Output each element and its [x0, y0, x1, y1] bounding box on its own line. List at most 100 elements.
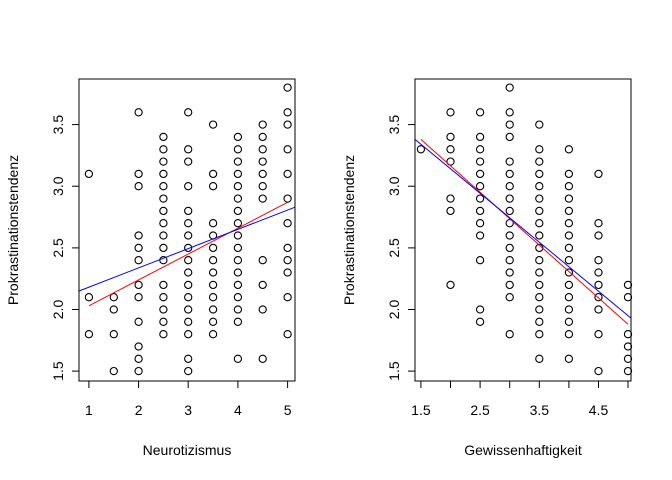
data-point — [283, 330, 292, 339]
data-point — [258, 305, 267, 314]
x-tick-label: 5 — [284, 402, 292, 418]
data-point — [535, 145, 544, 154]
data-point — [159, 317, 168, 326]
data-point — [233, 157, 243, 166]
data-point — [233, 219, 243, 228]
data-point — [564, 317, 574, 326]
data-point — [564, 231, 574, 240]
data-point — [535, 206, 544, 216]
data-point — [159, 169, 168, 179]
y-tick-label: 3.5 — [386, 115, 402, 135]
data-point — [535, 169, 544, 179]
data-point — [623, 354, 633, 363]
data-point — [594, 366, 603, 376]
data-point — [258, 256, 267, 265]
data-point — [594, 169, 603, 179]
data-point — [594, 231, 603, 240]
x-tick-label: 4.5 — [589, 402, 609, 418]
data-point — [208, 280, 218, 290]
data-point — [134, 182, 143, 191]
y-tick-label: 2.0 — [386, 300, 402, 320]
data-point — [159, 145, 168, 154]
regression-line — [420, 139, 629, 325]
data-point — [475, 157, 485, 166]
data-point — [535, 354, 544, 363]
data-point — [109, 330, 118, 339]
x-tick-label: 3 — [184, 402, 192, 418]
data-point — [184, 206, 193, 216]
data-point — [184, 268, 193, 277]
data-point — [564, 169, 574, 179]
data-point — [258, 157, 267, 166]
data-point — [446, 145, 455, 154]
y-tick-label: 2.5 — [386, 238, 402, 258]
data-point — [208, 243, 218, 253]
plot-panel-neurotizismus: 1 2 3 4 5 1.5 2.0 2.5 3.0 3.5 Neurotizismus Prok… — [5, 78, 296, 458]
data-point — [564, 182, 574, 191]
data-point — [475, 108, 485, 117]
data-point — [159, 132, 168, 142]
data-point — [184, 293, 193, 302]
x-axis-gewissenhaftigkeit: 1.5 2.5 3.5 4.5 — [411, 381, 629, 418]
data-point — [233, 268, 243, 277]
data-point — [233, 256, 243, 265]
data-point — [258, 120, 267, 129]
data-point — [109, 305, 118, 314]
data-point — [505, 120, 514, 129]
data-point — [505, 219, 514, 228]
data-point — [283, 83, 292, 92]
data-point — [446, 194, 455, 203]
data-point — [134, 366, 143, 376]
data-point — [475, 194, 485, 203]
data-point — [594, 293, 603, 302]
data-point — [505, 194, 514, 203]
data-point — [84, 169, 94, 179]
data-point — [505, 132, 514, 142]
data-point — [564, 268, 574, 277]
data-point — [564, 206, 574, 216]
data-point — [535, 120, 544, 129]
data-point — [184, 219, 193, 228]
plot-frame-neurotizismus — [78, 78, 296, 382]
x-tick-label: 2 — [135, 402, 143, 418]
data-point — [535, 305, 544, 314]
x-axis-title-neurotizismus: Neurotizismus — [143, 442, 232, 458]
data-point — [184, 108, 193, 117]
data-point — [446, 108, 455, 117]
data-point — [475, 305, 485, 314]
data-point — [505, 182, 514, 191]
data-point — [505, 83, 514, 92]
data-point — [233, 206, 243, 216]
data-point — [283, 243, 292, 253]
data-point — [475, 169, 485, 179]
data-point — [505, 206, 514, 216]
data-point — [233, 169, 243, 179]
data-point — [475, 182, 485, 191]
data-point — [159, 194, 168, 203]
data-point — [184, 317, 193, 326]
data-point — [233, 354, 243, 363]
data-point — [208, 256, 218, 265]
data-point — [208, 268, 218, 277]
data-point — [564, 256, 574, 265]
data-point — [134, 354, 143, 363]
data-point — [134, 243, 143, 253]
data-point — [159, 280, 168, 290]
data-point — [446, 206, 455, 216]
data-point — [184, 256, 193, 265]
y-tick-label: 3.0 — [50, 176, 66, 196]
data-point — [535, 293, 544, 302]
data-point — [134, 317, 143, 326]
data-point — [623, 280, 633, 290]
data-point — [535, 194, 544, 203]
data-point — [505, 231, 514, 240]
data-point — [564, 330, 574, 339]
data-point — [258, 182, 267, 191]
data-point — [208, 317, 218, 326]
regression-lines-neurotizismus — [78, 201, 296, 307]
data-point — [134, 293, 143, 302]
y-tick-label: 3.0 — [386, 176, 402, 196]
data-point — [109, 366, 118, 376]
data-point — [505, 108, 514, 117]
